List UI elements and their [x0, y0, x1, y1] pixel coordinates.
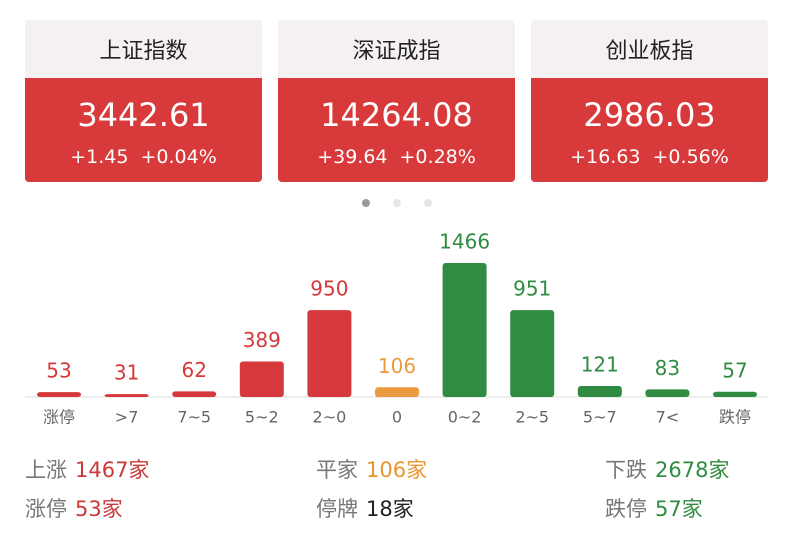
bar	[577, 385, 622, 397]
bar	[510, 310, 555, 397]
index-change-pct: +0.04%	[140, 146, 217, 168]
bar	[172, 391, 217, 397]
page-dot[interactable]	[424, 199, 432, 207]
category-label: 5~7	[583, 408, 617, 427]
index-value: 2986.03	[583, 96, 716, 134]
category-label: 2~5	[515, 408, 549, 427]
index-change-row: +39.64 +0.28%	[278, 146, 515, 168]
bar-value-label: 950	[310, 277, 348, 301]
bar	[239, 361, 284, 397]
summary-label: 平家	[316, 458, 358, 482]
summary-item: 平家 106家	[316, 454, 427, 484]
index-change-row: +1.45 +0.04%	[25, 146, 262, 168]
index-body: 2986.03 +16.63 +0.56%	[531, 78, 768, 182]
summary-value: 18家	[366, 497, 414, 521]
index-name: 上证指数	[25, 20, 262, 78]
category-label: 7<	[656, 408, 680, 427]
index-change-row: +16.63 +0.56%	[531, 146, 768, 168]
bar-value-label: 1466	[439, 230, 490, 254]
index-change: +16.63	[570, 146, 641, 168]
summary-item: 上涨 1467家	[25, 454, 149, 484]
summary-value: 53家	[75, 497, 123, 521]
summary-item: 跌停 57家	[605, 493, 703, 523]
bar	[375, 387, 419, 397]
summary-label: 停牌	[316, 497, 358, 521]
category-label: 跌停	[719, 408, 751, 427]
bar-value-label: 106	[378, 354, 416, 378]
summary-value: 2678家	[655, 458, 730, 482]
category-label: 0~2	[448, 408, 482, 427]
bar	[713, 391, 757, 397]
summary-item: 停牌 18家	[316, 493, 414, 523]
index-value: 3442.61	[77, 96, 210, 134]
summary-item: 涨停 53家	[25, 493, 123, 523]
category-label: 7~5	[177, 408, 211, 427]
summary-label: 涨停	[25, 497, 67, 521]
category-label: 5~2	[245, 408, 279, 427]
index-body: 14264.08 +39.64 +0.28%	[278, 78, 515, 182]
index-change: +39.64	[317, 146, 388, 168]
index-change-pct: +0.56%	[652, 146, 729, 168]
summary-value: 1467家	[75, 458, 150, 482]
category-label: 2~0	[313, 408, 347, 427]
index-name: 深证成指	[278, 20, 515, 78]
page-dot[interactable]	[362, 199, 370, 207]
summary-value: 57家	[655, 497, 703, 521]
bar-value-label: 83	[655, 356, 680, 380]
bar	[104, 394, 149, 397]
summary-label: 下跌	[605, 458, 647, 482]
index-change: +1.45	[70, 146, 129, 168]
bar	[37, 392, 81, 397]
bar	[442, 263, 487, 397]
index-change-pct: +0.28%	[399, 146, 476, 168]
index-value: 14264.08	[320, 96, 473, 134]
index-card[interactable]: 上证指数 3442.61 +1.45 +0.04%	[25, 20, 262, 182]
index-name: 创业板指	[531, 20, 768, 78]
summary-label: 上涨	[25, 458, 67, 482]
bar-value-label: 389	[243, 328, 281, 352]
bar-value-label: 62	[181, 358, 206, 382]
page-dot[interactable]	[393, 199, 401, 207]
bar-value-label: 53	[46, 359, 71, 383]
index-card[interactable]: 深证成指 14264.08 +39.64 +0.28%	[278, 20, 515, 182]
category-label: >7	[115, 408, 139, 427]
index-card[interactable]: 创业板指 2986.03 +16.63 +0.56%	[531, 20, 768, 182]
bar	[307, 310, 352, 397]
summary-value: 106家	[366, 458, 428, 482]
bar	[645, 389, 690, 397]
category-label: 0	[392, 408, 402, 427]
bar-value-label: 121	[581, 352, 619, 376]
bar-value-label: 951	[513, 277, 551, 301]
summary-label: 跌停	[605, 497, 647, 521]
category-label: 涨停	[43, 408, 75, 427]
summary-item: 下跌 2678家	[605, 454, 729, 484]
bar-value-label: 31	[114, 361, 139, 385]
bar-value-label: 57	[722, 358, 747, 382]
index-body: 3442.61 +1.45 +0.04%	[25, 78, 262, 182]
